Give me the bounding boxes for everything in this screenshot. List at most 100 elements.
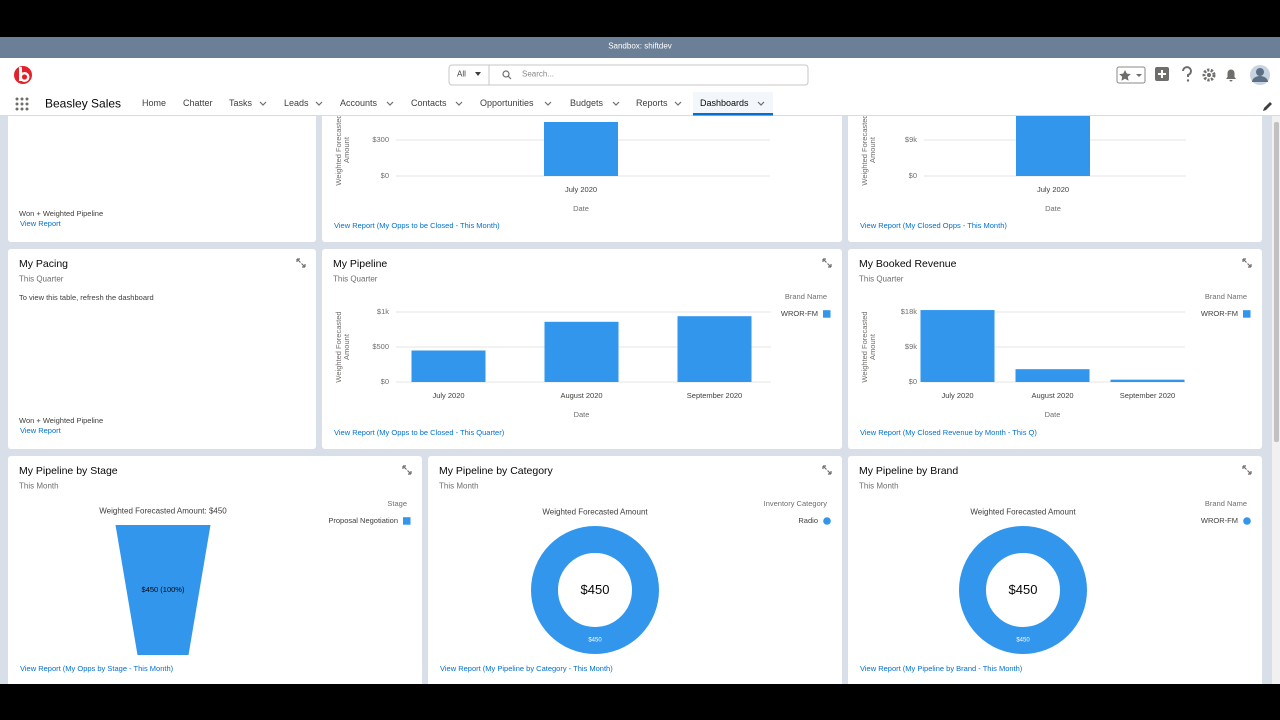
legend-swatch [1243,310,1251,318]
chart-header: Weighted Forecasted Amount [970,507,1076,517]
app-launcher[interactable] [15,97,29,111]
card-graphics [959,465,1252,654]
x-tick-label: September 2020 [686,390,743,400]
view-report-link[interactable]: View Report [20,218,61,228]
tab-menu-chevron[interactable] [259,101,267,106]
card-title: My Pipeline by Stage [19,465,118,478]
card-graphics [531,465,832,654]
nav-tab[interactable]: Opportunities [480,98,534,109]
nav-tab[interactable]: Home [142,98,167,109]
bar [1016,116,1090,176]
tab-menu-chevron[interactable] [674,101,682,106]
chart-header: Weighted Forecasted Amount: $450 [99,506,227,516]
legend-swatch [823,517,831,525]
search-box[interactable] [448,64,809,86]
y-tick-label: $0 [380,170,389,180]
y-tick-label: $9k [904,341,917,351]
y-tick-label: $0 [908,170,917,180]
search-icon-handle [507,75,512,80]
expand-button[interactable] [822,465,832,475]
y-tick-label: $1k [376,306,389,316]
view-report-link[interactable]: View Report (My Pipeline by Brand - This… [860,663,1023,673]
expand-button[interactable] [1242,465,1252,475]
expand-button[interactable] [296,258,306,268]
view-report-link[interactable]: View Report (My Opps to be Closed - This… [334,427,505,437]
legend-swatch [823,310,831,318]
nav-tab[interactable]: Accounts [340,98,378,109]
view-report-link[interactable]: View Report (My Opps to be Closed - This… [334,220,500,230]
donut-center-label: $450 [580,581,610,597]
card-title: My Pipeline by Brand [859,465,959,478]
dashboard-content: Won + Weighted Pipeline View Report View R… [0,116,1272,684]
avatar[interactable] [1250,65,1270,85]
card-subtitle: This Month [439,481,479,491]
expand-button[interactable] [822,258,832,268]
app-name: Beasley Sales [45,96,122,111]
notifications-button[interactable] [1226,69,1236,82]
view-report-link[interactable]: View Report (My Pipeline by Category - T… [440,663,613,673]
dashboard-card: My Pipeline by Stage This Month View Repor… [8,456,422,684]
card-title: My Pipeline by Category [439,465,553,478]
active-tab-background [693,92,773,115]
donut-slice [959,526,1087,654]
tab-menu-chevron[interactable] [386,101,394,106]
nav-tab[interactable]: Tasks [229,98,253,109]
scope-caret [475,72,481,76]
view-report-link[interactable]: View Report (My Closed Revenue by Month … [860,427,1037,437]
legend-label: WROR-FM [780,308,818,318]
search-placeholder[interactable]: Search... [522,69,555,79]
active-tab-indicator [693,113,773,116]
tab-menu-chevron[interactable] [612,101,620,106]
x-tick-label: September 2020 [1119,390,1176,400]
x-axis-label: Date [573,409,590,419]
view-report-link[interactable]: View Report (My Closed Opps - This Month… [860,220,1007,230]
setup-button[interactable] [1202,68,1216,82]
legend-title: Brand Name [1204,498,1247,508]
legend-title: Brand Name [1204,291,1247,301]
dashboard-card: My Booked Revenue This Quarter View Report… [848,249,1262,449]
data-label: $450 [1016,637,1030,644]
expand-button[interactable] [402,465,412,475]
scroll-thumb[interactable] [1274,122,1279,442]
card-title: My Pacing [19,258,69,271]
nav-tab[interactable]: Reports [636,98,668,109]
global-header: All Search... [0,58,1280,92]
funnel-stage [115,525,211,655]
card-graphics [296,258,306,268]
dashboard-card: My Pipeline This Quarter View Report (My O… [322,249,842,449]
tab-menu-chevron[interactable] [315,101,323,106]
logo[interactable] [14,66,32,84]
donut-center-label: $450 [1008,581,1038,597]
y-axis-label: Weighted Forecasted Amount [333,116,351,186]
donut-slice [531,526,659,654]
card-subtitle: This Month [19,481,59,491]
y-tick-label: $0 [908,376,917,386]
card-graphics [115,465,412,655]
legend-label: WROR-FM [1200,515,1238,525]
view-report-link[interactable]: View Report (My Opps by Stage - This Mon… [20,663,174,673]
bar [1110,379,1185,382]
nav-tab[interactable]: Contacts [411,98,447,109]
edit-nav-button[interactable] [1263,102,1272,111]
bar [920,310,995,382]
card-title: My Pipeline [333,258,388,271]
tab-menu-chevron[interactable] [544,101,552,106]
tab-menu-chevron[interactable] [757,101,765,106]
dashboard-card: View Report (My Closed Opps - This Month… [848,116,1262,242]
y-axis-label: Weighted Forecasted Amount [859,311,877,383]
help-button[interactable] [1182,66,1192,82]
x-axis-label: Date [573,203,589,213]
search-scope[interactable]: All [457,69,466,79]
data-label: $450 [588,637,602,644]
view-report-link[interactable]: View Report [20,425,61,435]
y-tick-label: $0 [380,376,389,386]
y-axis-label: Weighted Forecasted Amount [859,116,877,186]
expand-button[interactable] [1242,258,1252,268]
scrollbar[interactable] [1272,116,1280,684]
nav-tab[interactable]: Budgets [570,98,604,109]
nav-tab[interactable]: Leads [284,98,309,109]
nav-tab[interactable]: Chatter [183,98,213,109]
nav-tab[interactable]: Dashboards [700,98,749,109]
tab-menu-chevron[interactable] [455,101,463,106]
